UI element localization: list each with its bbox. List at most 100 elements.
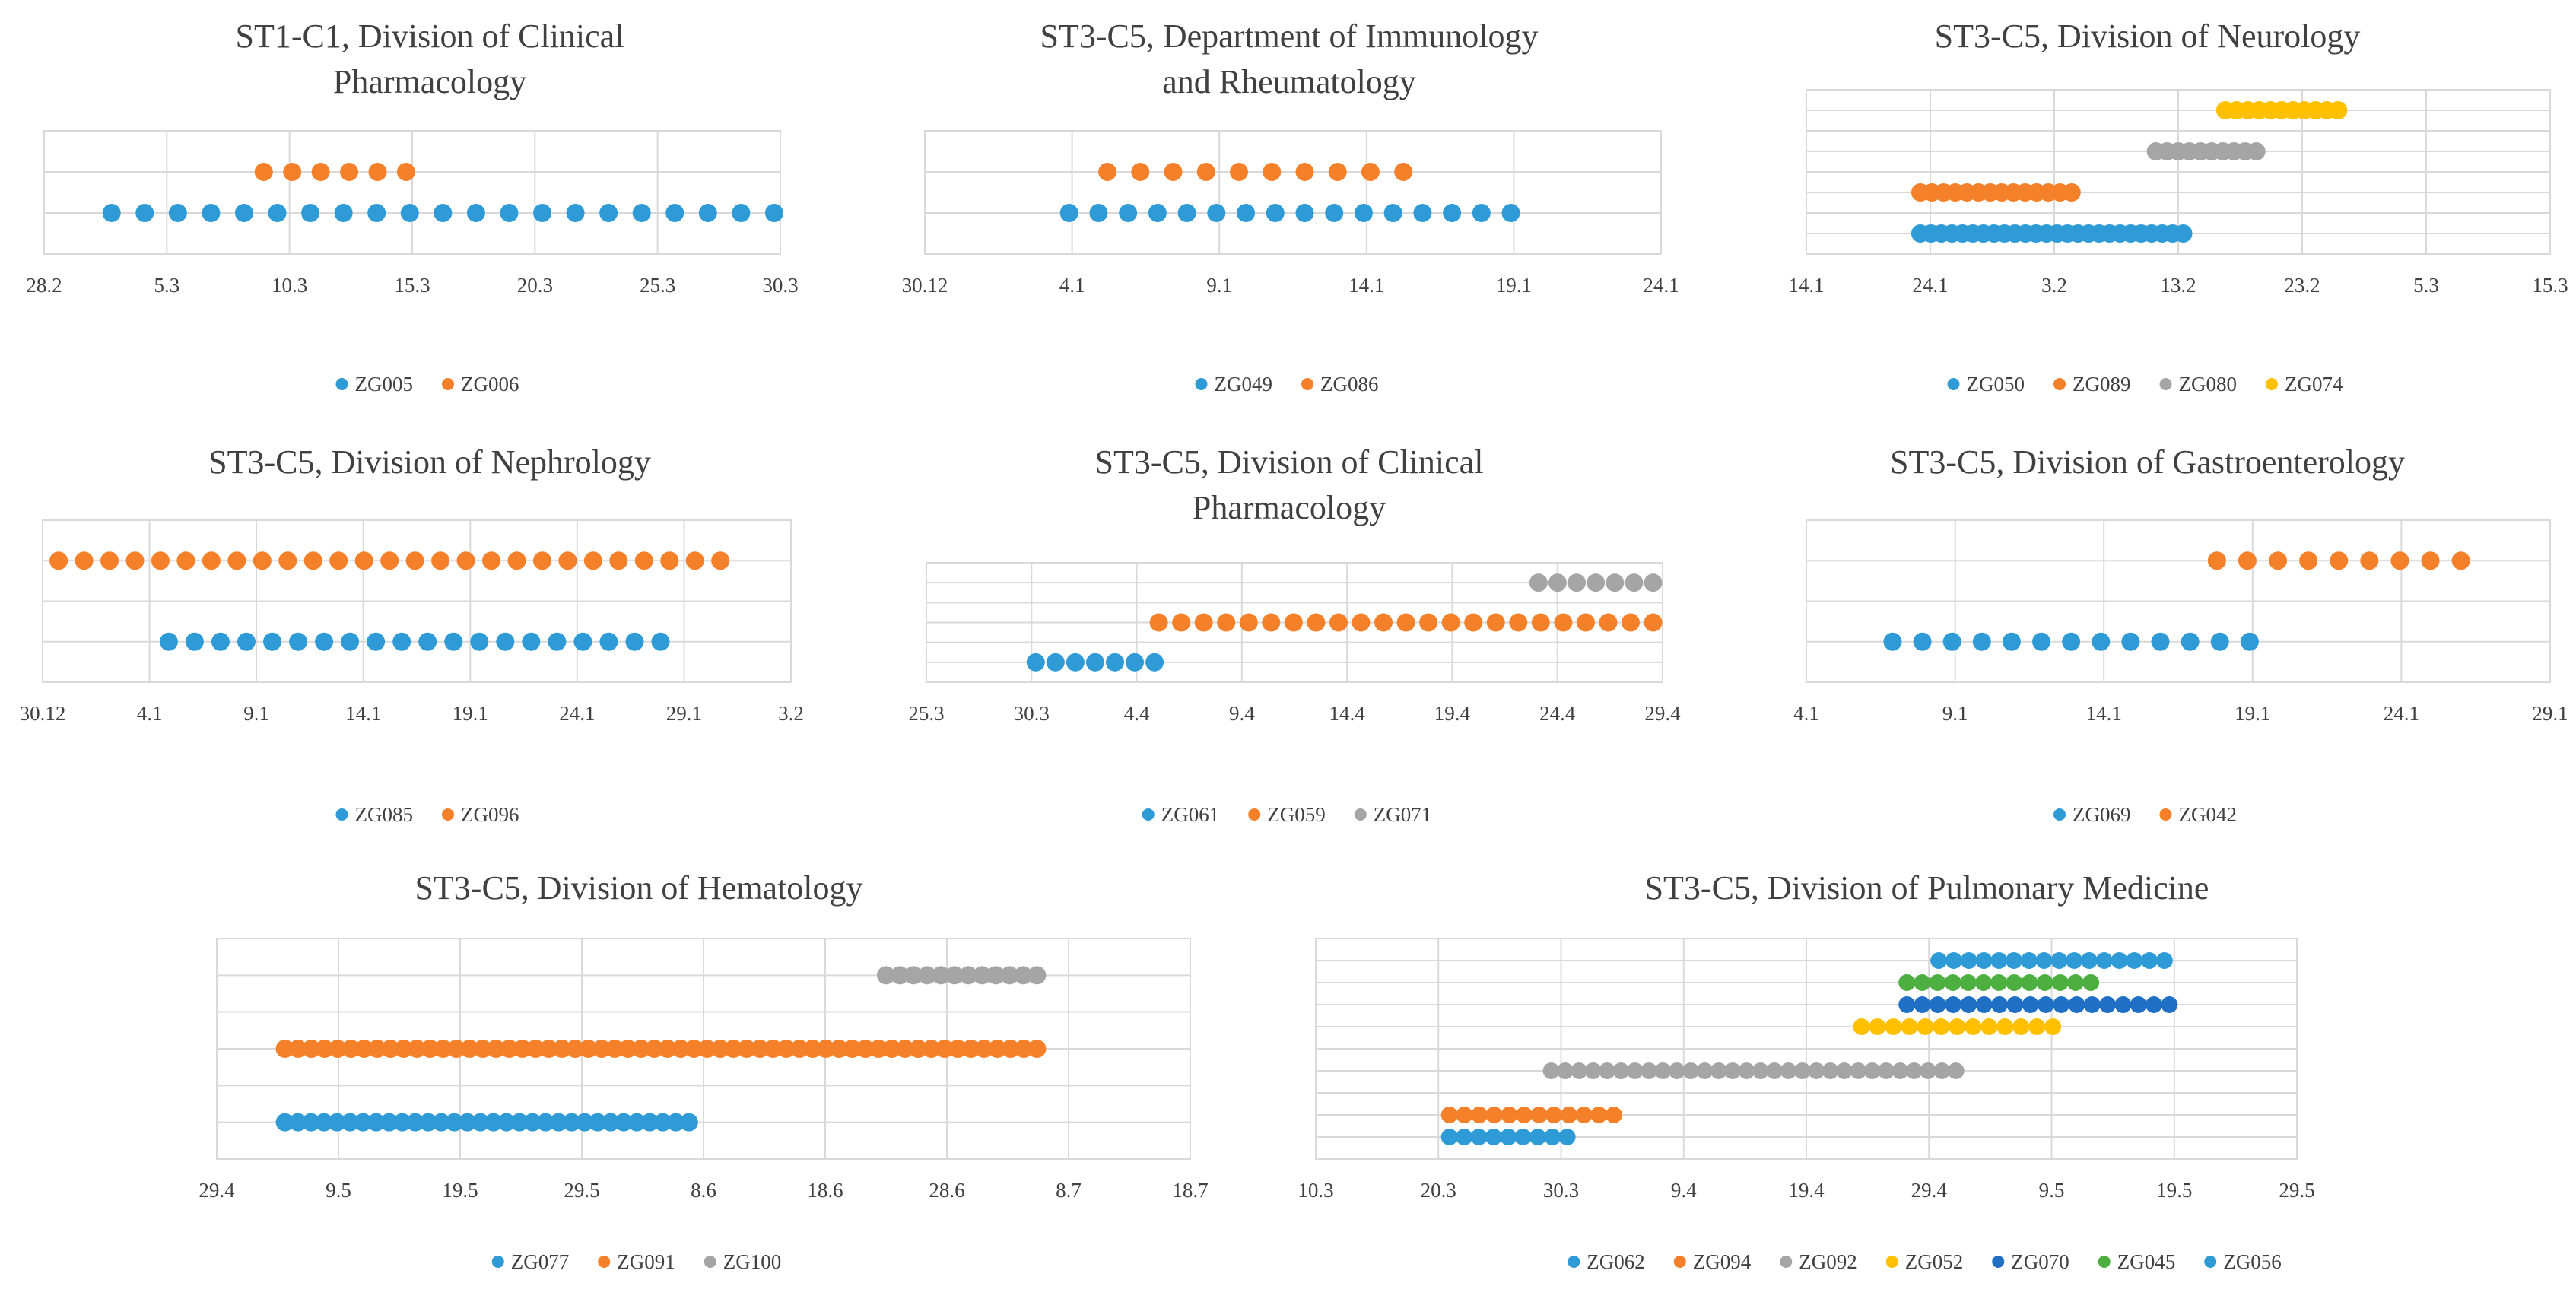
data-point: [1930, 952, 1948, 969]
data-point: [1545, 1107, 1563, 1123]
data-point: [1295, 163, 1314, 181]
data-point: [102, 204, 121, 222]
data-point: [634, 551, 653, 570]
data-point: [895, 1040, 914, 1058]
series-zg006: [254, 163, 415, 181]
data-point: [1644, 613, 1663, 632]
data-point: [2111, 952, 2128, 969]
data-point: [599, 204, 618, 222]
data-point: [1266, 204, 1285, 222]
data-point: [1230, 163, 1249, 181]
data-point: [2022, 996, 2039, 1013]
data-point: [1239, 613, 1258, 632]
legend-marker: [2266, 378, 2278, 390]
data-point: [2181, 632, 2200, 651]
legend-label: ZG092: [1799, 1250, 1857, 1273]
data-point: [1612, 1062, 1630, 1079]
data-point: [732, 204, 751, 222]
data-point: [1960, 952, 1977, 969]
chart-svg: ST3-C5, Division of Gastroenterology 4.1 9…: [1793, 443, 2568, 826]
legend-label: ZG100: [723, 1250, 782, 1273]
x-tick-label: 19.5: [442, 1179, 478, 1202]
data-point: [380, 551, 399, 570]
data-point: [1980, 1018, 1998, 1035]
data-point: [301, 1113, 320, 1132]
data-point: [354, 1040, 373, 1058]
legend-marker: [704, 1256, 716, 1268]
data-point: [1920, 1062, 1937, 1079]
legend-marker: [2159, 378, 2172, 390]
data-point: [1207, 204, 1226, 222]
data-point: [1014, 966, 1033, 985]
data-point: [135, 204, 154, 222]
data-point: [566, 1040, 585, 1058]
data-point: [2151, 632, 2170, 651]
data-point: [275, 1113, 294, 1132]
data-point: [185, 632, 204, 651]
data-point: [751, 1040, 770, 1058]
x-tick-label: 10.3: [1298, 1179, 1333, 1202]
data-point: [2020, 952, 2038, 969]
data-point: [1975, 974, 1993, 991]
data-point: [405, 551, 424, 570]
data-point: [1456, 1129, 1473, 1145]
data-point: [973, 966, 992, 985]
data-point: [456, 551, 475, 570]
data-point: [75, 551, 94, 570]
data-point: [367, 632, 386, 651]
data-point: [1485, 1129, 1502, 1145]
data-point: [2126, 952, 2143, 969]
data-point: [882, 1040, 901, 1058]
data-point: [532, 551, 551, 570]
data-point: [1217, 613, 1236, 632]
data-point: [575, 1113, 594, 1132]
data-point: [2035, 952, 2053, 969]
series-zg070: [1898, 996, 2178, 1013]
data-point: [1441, 613, 1460, 632]
data-point: [1501, 1107, 1518, 1123]
data-point: [1126, 653, 1145, 672]
data-point: [302, 1040, 321, 1058]
data-point: [1587, 573, 1606, 592]
legend-label: ZG080: [2179, 373, 2238, 395]
data-point: [1015, 1040, 1034, 1058]
data-point: [1530, 1107, 1548, 1123]
data-point: [877, 966, 895, 985]
chart-pulmonary-medicine: ST3-C5, Division of Pulmonary Medicine 10…: [1278, 852, 2576, 1299]
x-tick-label: 29.5: [564, 1179, 599, 1202]
data-point: [522, 632, 541, 651]
data-point: [202, 204, 221, 222]
data-point: [1352, 613, 1371, 632]
data-point: [1571, 1062, 1588, 1079]
data-point: [354, 551, 373, 570]
data-point: [432, 1113, 451, 1132]
legend-marker: [2204, 1256, 2217, 1268]
data-point: [1149, 613, 1168, 632]
data-point: [341, 1113, 360, 1132]
data-point: [562, 1113, 581, 1132]
x-tick-label: 19.1: [1496, 274, 1532, 297]
x-tick-label: 29.4: [1911, 1179, 1948, 1202]
data-point: [278, 551, 297, 570]
data-point: [1933, 1062, 1951, 1079]
data-point: [1529, 573, 1548, 592]
data-point: [1945, 952, 1962, 969]
data-point: [1991, 996, 2009, 1013]
chart-svg: ST3-C5, Department of Immunology and Rheu…: [902, 17, 1679, 395]
data-point: [1145, 653, 1164, 672]
data-point: [1295, 204, 1314, 222]
data-point: [497, 1113, 516, 1132]
data-point: [159, 632, 178, 651]
data-point: [288, 1113, 307, 1132]
data-point: [1947, 1062, 1965, 1079]
chart-hematology: ST3-C5, Division of Hematology 29.4 9.5 19.…: [0, 852, 1278, 1299]
data-point: [666, 1113, 685, 1132]
chart-title: ST3-C5, Division of Neurology: [1935, 17, 2361, 55]
legend-marker: [1195, 378, 1208, 390]
x-tick-label: 25.3: [640, 274, 675, 297]
data-point: [2210, 632, 2229, 651]
data-point: [2390, 551, 2409, 570]
series-zg005: [102, 204, 783, 222]
data-point: [1622, 613, 1641, 632]
data-point: [368, 163, 387, 181]
